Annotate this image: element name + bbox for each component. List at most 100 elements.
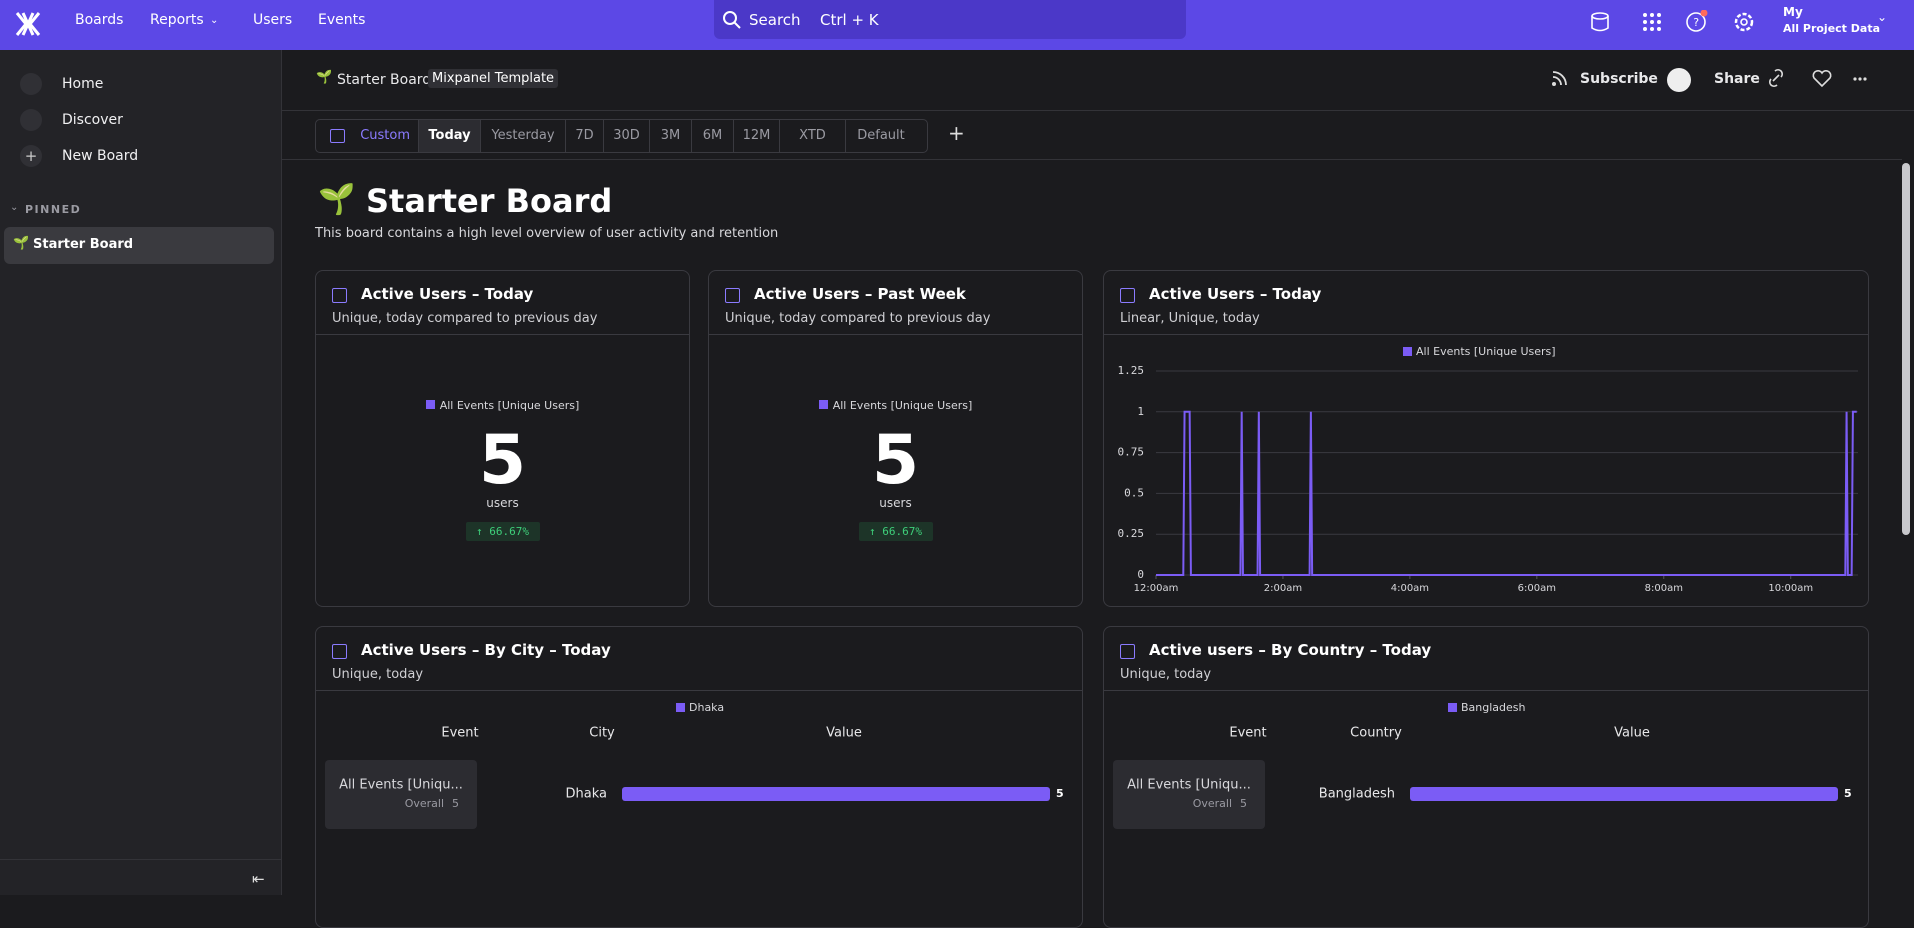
project-label[interactable]: My (1783, 5, 1803, 19)
legend-label: All Events [Unique Users] (439, 399, 580, 412)
bar (622, 787, 1050, 801)
metric-unit: users (879, 496, 912, 510)
search-shortcut: Ctrl + K (820, 11, 879, 29)
column-header: City (589, 726, 615, 741)
chevron: ⌄ (210, 15, 219, 26)
nav-item[interactable]: Boards (75, 12, 124, 28)
subscribe-button[interactable]: Subscribe (1580, 71, 1658, 87)
event-sub: Overall (405, 797, 444, 810)
sidebar-item[interactable]: Home (62, 76, 104, 92)
card-subtitle: Unique, today compared to previous day (725, 311, 991, 326)
x-tick-label: 12:00am (1134, 583, 1179, 594)
legend: All Events [Unique Users] (316, 399, 689, 412)
divider (282, 159, 1902, 160)
header-icons[interactable] (1768, 68, 1868, 90)
card-title[interactable]: Active users – By Country – Today (1149, 641, 1432, 659)
bar (1410, 787, 1838, 801)
card: Active Users – By City – Today Unique, to… (315, 626, 1083, 928)
avatar[interactable] (1667, 68, 1691, 92)
legend-swatch (1403, 347, 1412, 356)
x-tick-label: 4:00am (1391, 583, 1429, 594)
metric-change: ↑ 66.67% (858, 522, 933, 541)
event-sub: Overall (1193, 797, 1232, 810)
chart: Bangladesh Event Country Value All Events [U… (1113, 701, 1852, 829)
sprout-icon: 🌱 (316, 70, 333, 85)
card-title[interactable]: Active Users – Today (1149, 285, 1322, 303)
event-total: 5 (1240, 797, 1247, 810)
discover-icon (20, 109, 42, 131)
date-filter[interactable]: 3M (650, 120, 692, 152)
sidebar: Home Discover + New Board ⌄ PINNED 🌱 Sta… (0, 50, 282, 895)
search-icon (723, 11, 741, 29)
subscribe-icon (1552, 71, 1567, 86)
project-name[interactable]: All Project Data (1783, 22, 1881, 35)
divider (0, 859, 281, 860)
bar-label: Bangladesh (1319, 787, 1395, 802)
sprout-icon: 🌱 (13, 236, 30, 251)
nav-item[interactable]: Events (318, 12, 366, 28)
nav-item[interactable]: Reports (150, 12, 204, 28)
pinned-label: Starter Board (33, 237, 134, 252)
date-filter[interactable]: Today (419, 120, 481, 152)
date-filter[interactable]: Default (857, 128, 905, 143)
card-subtitle: Unique, today compared to previous day (332, 311, 598, 326)
metric-unit: users (486, 496, 519, 510)
date-filter[interactable]: Yesterday (481, 120, 566, 152)
date-filter[interactable]: 12M (734, 120, 780, 152)
scrollbar[interactable] (1902, 163, 1910, 535)
date-filter[interactable]: Custom (316, 120, 419, 152)
y-tick-label: 0.75 (1118, 446, 1145, 459)
legend: All Events [Unique Users] (709, 399, 1082, 412)
collapse-button[interactable]: ⇤ (252, 870, 265, 888)
card-divider (1104, 690, 1868, 691)
breadcrumb[interactable]: Starter Board (337, 72, 432, 88)
card-title[interactable]: Active Users – By City – Today (361, 641, 611, 659)
sidebar-item[interactable]: New Board (62, 148, 139, 164)
card: Active Users – Past Week Unique, today co… (708, 270, 1083, 607)
calendar-icon (330, 129, 345, 143)
home-icon (20, 73, 42, 95)
top-bar: Boards Reports ⌄ Users Events Search Ctr… (0, 0, 1914, 50)
pinned-item[interactable]: 🌱 Starter Board (4, 227, 274, 264)
date-filter[interactable]: 30D (604, 120, 650, 152)
card: Active Users – Today Unique, today compar… (315, 270, 690, 607)
legend-swatch (425, 400, 435, 409)
event-name: All Events [Uniqu... (339, 778, 463, 793)
card-title[interactable]: Active Users – Today (361, 285, 534, 303)
card: Active Users – Today Linear, Unique, toda… (1103, 270, 1869, 607)
card-icon (1120, 288, 1135, 303)
board-description: This board contains a high level overvie… (315, 226, 779, 241)
metric-value: 5 (478, 421, 527, 500)
share-button[interactable]: Share (1714, 71, 1760, 87)
sidebar-item[interactable]: Discover (62, 112, 123, 128)
card-divider (316, 690, 1082, 691)
date-filter[interactable]: 6M (692, 120, 734, 152)
top-icons[interactable]: ? (1588, 10, 1778, 40)
bar-value-label: 5 (1056, 787, 1064, 800)
y-tick-label: 0.5 (1124, 486, 1144, 499)
card-title[interactable]: Active Users – Past Week (754, 285, 966, 303)
date-filter[interactable]: 7D (566, 120, 604, 152)
legend-swatch (1448, 703, 1457, 712)
x-tick-label: 10:00am (1768, 583, 1813, 594)
x-tick-label: 8:00am (1645, 583, 1683, 594)
event-name: All Events [Uniqu... (1127, 778, 1251, 793)
y-tick-label: 1.25 (1118, 364, 1145, 377)
card-icon (1120, 644, 1135, 659)
svg-text:?: ? (1693, 16, 1700, 29)
divider (282, 110, 1914, 111)
template-badge: Mixpanel Template (428, 69, 559, 88)
metric-change: ↑ 66.67% (465, 522, 540, 541)
y-tick-label: 0 (1137, 568, 1144, 581)
add-filter-button[interactable]: + (948, 121, 965, 145)
search-box[interactable]: Search Ctrl + K (714, 0, 1186, 39)
card-divider (316, 334, 689, 335)
nav-item[interactable]: Users (253, 12, 293, 28)
column-header: Value (826, 726, 862, 741)
sprout-icon: 🌱 (318, 182, 356, 217)
legend-label: Bangladesh (1461, 701, 1526, 714)
card-subtitle: Linear, Unique, today (1120, 311, 1260, 326)
date-filter[interactable]: XTD (780, 120, 846, 152)
card-icon (332, 288, 347, 303)
logo[interactable] (14, 10, 42, 38)
